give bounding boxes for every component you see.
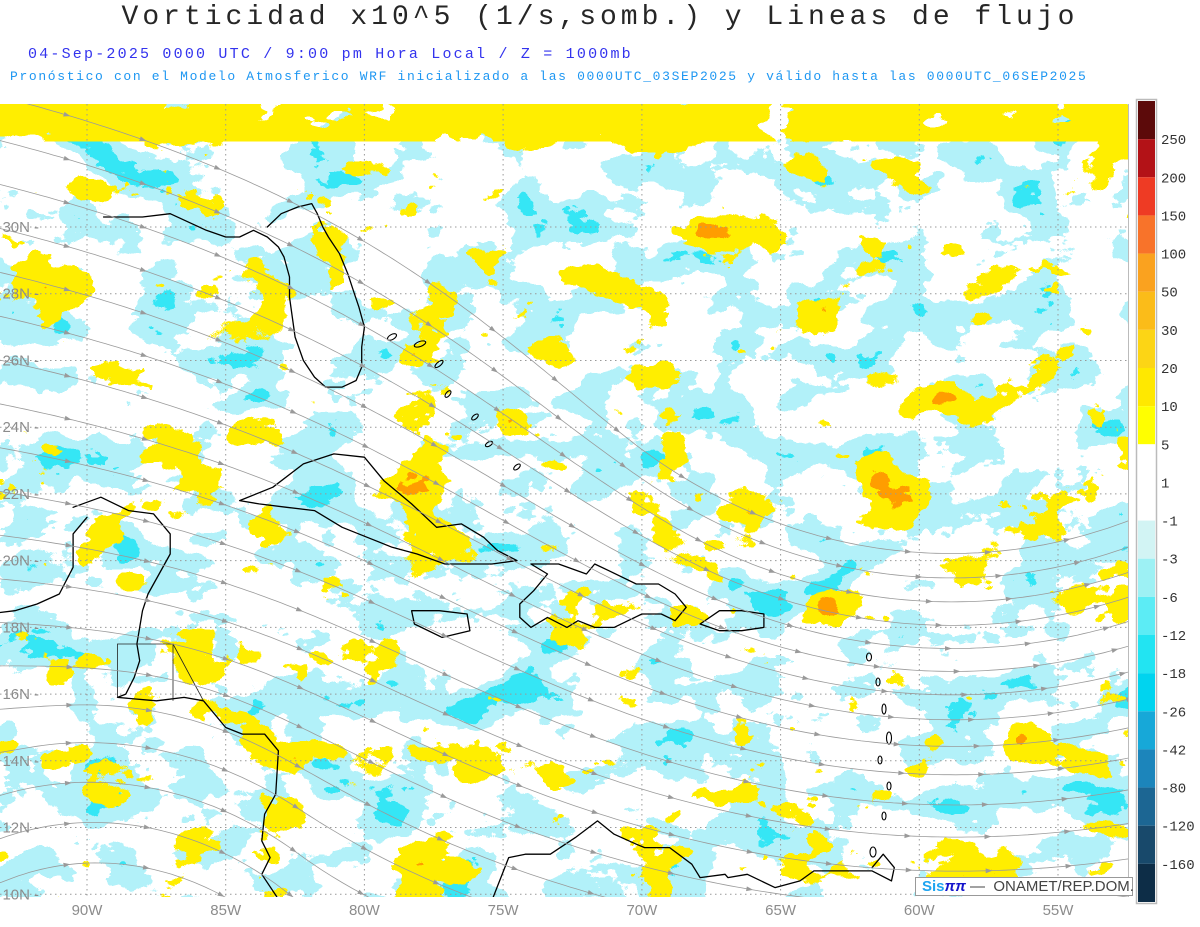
svg-text:5: 5 [1161,438,1169,454]
svg-text:-160: -160 [1161,858,1195,874]
svg-text:50: 50 [1161,286,1178,302]
svg-text:90W: 90W [72,902,104,919]
svg-text:250: 250 [1161,133,1186,149]
svg-text:85W: 85W [210,902,242,919]
svg-text:-18: -18 [1161,667,1186,683]
svg-text:200: 200 [1161,171,1186,187]
svg-text:-3: -3 [1161,553,1178,569]
svg-text:20: 20 [1161,362,1178,378]
svg-text:70W: 70W [626,902,658,919]
svg-text:1: 1 [1161,476,1169,492]
svg-text:10: 10 [1161,400,1178,416]
svg-text:75W: 75W [488,902,520,919]
svg-text:30: 30 [1161,324,1178,340]
svg-text:100: 100 [1161,248,1186,264]
svg-text:-6: -6 [1161,591,1178,607]
svg-text:55W: 55W [1043,902,1075,919]
svg-text:60W: 60W [904,902,936,919]
svg-text:-120: -120 [1161,820,1195,836]
svg-text:-12: -12 [1161,629,1186,645]
svg-text:-80: -80 [1161,782,1186,798]
svg-text:-26: -26 [1161,705,1186,721]
svg-text:65W: 65W [765,902,797,919]
svg-text:150: 150 [1161,209,1186,225]
svg-text:-42: -42 [1161,743,1186,759]
svg-text:-1: -1 [1161,515,1178,531]
svg-text:80W: 80W [349,902,381,919]
